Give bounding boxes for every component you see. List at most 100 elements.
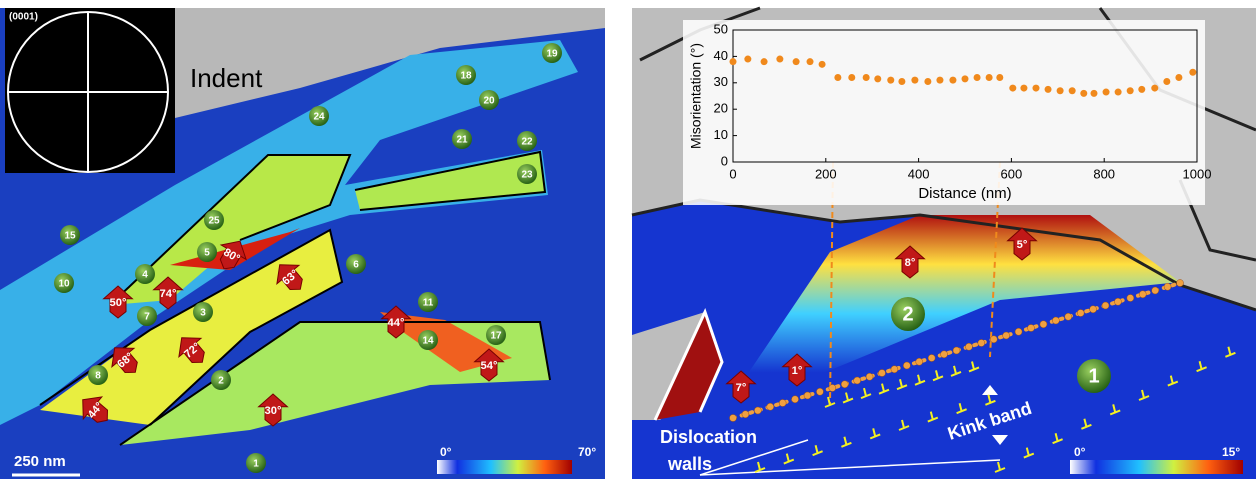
point [1189, 69, 1196, 76]
annotation: walls [667, 454, 712, 474]
profile-bead [879, 370, 886, 377]
profile-bead [1077, 310, 1084, 317]
point [730, 58, 737, 65]
profile-bead [1003, 332, 1010, 339]
point [1080, 90, 1087, 97]
grain-label: 18 [460, 71, 472, 82]
profile-bead [891, 366, 898, 373]
colorbar [437, 460, 572, 474]
profile-bead [1028, 325, 1035, 332]
point [1115, 89, 1122, 96]
point [744, 56, 751, 63]
y-tick-label: 10 [714, 127, 728, 142]
x-tick-label: 0 [729, 166, 736, 181]
grain-label: 2 [218, 376, 224, 387]
y-axis-title: Misorientation (°) [688, 43, 704, 149]
profile-bead [742, 411, 749, 418]
profile-bead [1164, 283, 1171, 290]
profile-bead [1114, 298, 1121, 305]
point [1020, 85, 1027, 92]
colorbar-label: 15° [1222, 445, 1240, 459]
y-tick-label: 50 [714, 21, 728, 36]
grain-label: 23 [521, 170, 533, 181]
profile-bead [1090, 306, 1097, 313]
point [848, 74, 855, 81]
point [1045, 86, 1052, 93]
misorientation-label: 5° [1017, 239, 1028, 251]
grain-label: 7 [144, 312, 150, 323]
point [761, 58, 768, 65]
point [863, 74, 870, 81]
point [874, 75, 881, 82]
point [834, 74, 841, 81]
x-tick-label: 800 [1093, 166, 1115, 181]
inset-panel [683, 20, 1205, 205]
grain-label: 1 [1088, 365, 1099, 387]
x-tick-label: 600 [1001, 166, 1023, 181]
y-tick-label: 20 [714, 101, 728, 116]
point [1175, 74, 1182, 81]
grain-label: 1 [253, 459, 259, 470]
x-tick-label: 1000 [1183, 166, 1212, 181]
profile-bead [829, 385, 836, 392]
colorbar-label: 0° [1074, 445, 1086, 459]
point [1103, 89, 1110, 96]
profile-bead [1139, 291, 1146, 298]
point [962, 75, 969, 82]
annotation: Dislocation [660, 427, 757, 447]
profile-bead [792, 396, 799, 403]
point [974, 74, 981, 81]
point [1127, 87, 1134, 94]
point [996, 74, 1003, 81]
profile-bead [854, 377, 861, 384]
y-tick-label: 30 [714, 74, 728, 89]
profile-bead [754, 407, 761, 414]
pole-label: (0001) [9, 12, 38, 23]
grain-label: 10 [58, 279, 70, 290]
point [1057, 87, 1064, 94]
colorbar [1070, 460, 1243, 474]
grain-label: 3 [200, 308, 206, 319]
misorientation-label: 44° [388, 317, 405, 329]
grain-label: 20 [483, 96, 495, 107]
profile-bead [1152, 287, 1159, 294]
grain-label: 21 [456, 135, 468, 146]
profile-bead [953, 347, 960, 354]
grain-label: 17 [490, 331, 502, 342]
misorientation-label: 54° [481, 360, 498, 372]
colorbar-label: 70° [578, 445, 596, 459]
profile-bead [1177, 280, 1184, 287]
point [986, 74, 993, 81]
grain-label: 22 [521, 137, 533, 148]
grain-label: 4 [142, 270, 148, 281]
profile-bead [1052, 317, 1059, 324]
grain-label: 11 [423, 298, 434, 309]
point [1069, 87, 1076, 94]
grain-label: 15 [64, 231, 76, 242]
profile-bead [841, 381, 848, 388]
point [911, 77, 918, 84]
profile-bead [1015, 328, 1022, 335]
point [1009, 85, 1016, 92]
profile-bead [941, 351, 948, 358]
point [807, 58, 814, 65]
profile-bead [965, 343, 972, 350]
grain-label: 25 [208, 216, 220, 227]
grain-label: 24 [313, 112, 325, 123]
point [936, 77, 943, 84]
profile-bead [816, 388, 823, 395]
misorientation-label: 8° [905, 257, 916, 269]
profile-bead [804, 392, 811, 399]
grain-label: 2 [902, 303, 913, 325]
profile-bead [903, 362, 910, 369]
x-axis-title: Distance (nm) [918, 185, 1011, 202]
point [949, 77, 956, 84]
point [898, 78, 905, 85]
point [819, 61, 826, 68]
point [793, 58, 800, 65]
point [776, 56, 783, 63]
point [924, 78, 931, 85]
point [1032, 85, 1039, 92]
figure: (0001) Indent 250 nm 0° 70° Distance (nm… [0, 0, 1256, 479]
profile-bead [866, 373, 873, 380]
